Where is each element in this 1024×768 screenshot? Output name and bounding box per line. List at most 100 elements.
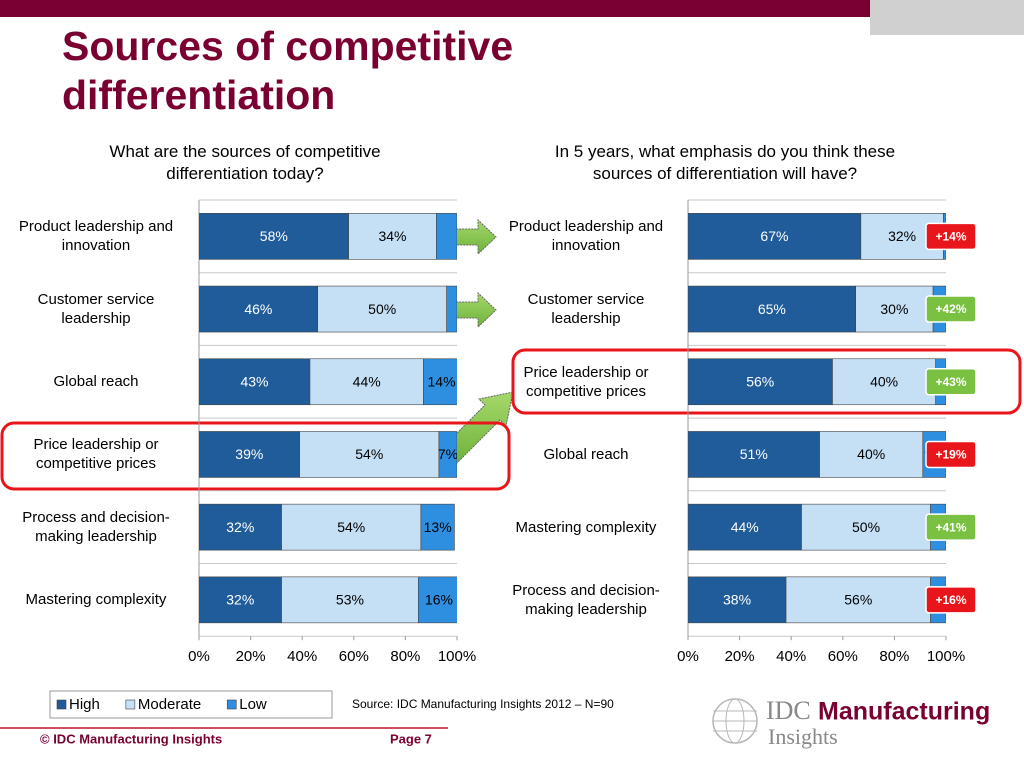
badge (925, 295, 977, 323)
value-label: 65% (758, 301, 786, 317)
category-label: Price leadership or competitive prices (523, 363, 649, 400)
bar-segment (688, 358, 833, 406)
badge-label: +42% (935, 302, 966, 316)
x-tick-label: 60% (339, 648, 369, 665)
category-label: Product leadership and innovation (508, 218, 664, 255)
value-label: 32% (888, 228, 916, 244)
badge-label: +43% (935, 375, 966, 389)
source: Source: IDC Manufacturing Insights 2012 … (352, 697, 614, 711)
value-label: 32% (226, 519, 254, 535)
chart-title: What are the sources of competitive diff… (109, 142, 381, 183)
bar-segment (199, 503, 282, 551)
x-tick-label: 20% (725, 648, 755, 665)
slide-title: Sources of competitive (62, 23, 514, 69)
x-tick-label: 80% (879, 648, 909, 665)
bar-segment (199, 213, 349, 260)
category-label: Mastering complexity (25, 591, 167, 609)
footer: © IDC Manufacturing Insights (40, 731, 222, 746)
bar-segment (819, 431, 924, 478)
badge-label: +19% (935, 448, 966, 462)
value-label: 40% (870, 373, 898, 389)
value-label: 46% (244, 301, 272, 317)
bar-segment (348, 213, 437, 260)
badge-label: +41% (935, 520, 966, 534)
bar-segment (785, 576, 931, 624)
bar-segment (688, 213, 862, 260)
category-label: Global reach (53, 373, 139, 391)
value-label: 13% (424, 519, 452, 535)
category-label: Process and decision-making leadership (22, 509, 170, 546)
x-tick-label: 100% (438, 648, 476, 665)
x-tick-label: 100% (927, 648, 965, 665)
badge (925, 222, 977, 251)
badge (925, 440, 977, 469)
badge-label: +14% (935, 230, 966, 244)
value-label: 34% (378, 228, 406, 244)
category-label: Customer service leadership (527, 291, 645, 328)
x-tick-label: 40% (287, 648, 317, 665)
value-label: 16% (425, 592, 453, 608)
x-tick-label: 0% (677, 648, 699, 665)
category-label: Customer service leadership (37, 291, 155, 328)
badge-label: +16% (935, 593, 966, 607)
logo-globe (712, 698, 758, 744)
value-label: 32% (226, 592, 254, 608)
bar-segment (436, 213, 457, 260)
category-label: Global reach (543, 445, 629, 463)
bar-segment (420, 503, 455, 551)
bar-segment (281, 503, 422, 551)
bar-segment (688, 576, 787, 624)
value-label: 30% (880, 301, 908, 317)
top-corner (870, 0, 1024, 35)
bar-segment (688, 503, 802, 551)
highlight-box (0, 421, 511, 491)
bar-segment (855, 285, 934, 333)
bar-segment (417, 576, 457, 624)
highlight-box (511, 348, 1022, 415)
category-label: Mastering complexity (515, 518, 657, 536)
value-label: 56% (844, 592, 872, 608)
value-label: 39% (235, 446, 263, 462)
bar-segment (199, 358, 311, 406)
top-band (0, 0, 870, 17)
page-number: Page 7 (390, 731, 432, 746)
legend-swatch (125, 699, 136, 710)
bar-segment (801, 503, 931, 551)
value-label: 38% (723, 592, 751, 608)
chart-title: In 5 years, what emphasis do you think t… (554, 142, 896, 183)
x-tick-label: 0% (188, 648, 210, 665)
value-label: 53% (336, 592, 364, 608)
value-label: 44% (353, 373, 381, 389)
value-label: 7% (438, 446, 458, 462)
legend-swatch (56, 699, 67, 710)
badge (925, 513, 977, 541)
legend-label: Low (239, 696, 267, 713)
value-label: 50% (852, 519, 880, 535)
bar-segment (446, 285, 457, 333)
logo-line1: Manufacturing (818, 698, 990, 726)
value-label: 14% (428, 373, 456, 389)
value-label: 44% (731, 519, 759, 535)
value-label: 51% (740, 446, 768, 462)
x-tick-label: 20% (236, 648, 266, 665)
category-label: Process and decision-making leadership (512, 581, 660, 618)
bar-segment (423, 358, 457, 406)
bars: 58% 34% 46% 50% 43% 44% 14% 39% 54% 7% 32% 54% 13% 32… (199, 213, 458, 624)
value-label: 54% (355, 446, 383, 462)
bar-segment (199, 285, 318, 333)
legend-label: High (69, 696, 100, 713)
value-label: 56% (746, 373, 774, 389)
value-label: 58% (260, 228, 288, 244)
bar-segment (309, 358, 424, 406)
bar-segment (299, 431, 440, 478)
badge (925, 368, 977, 396)
bar-segment (688, 285, 856, 333)
legend-swatch (226, 699, 237, 710)
x-tick-label: 80% (390, 648, 420, 665)
legend-label: Moderate (138, 696, 201, 713)
logo-line2: Insights (768, 724, 838, 749)
value-label: 40% (857, 446, 885, 462)
bar-segment (438, 431, 457, 478)
